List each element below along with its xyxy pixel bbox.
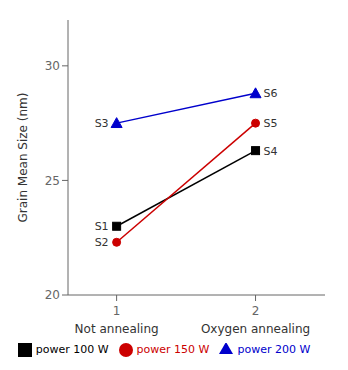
svg-text:S3: S3	[95, 117, 109, 130]
svg-text:25: 25	[45, 174, 60, 188]
svg-text:Grain Mean Size (nm): Grain Mean Size (nm)	[16, 93, 30, 223]
svg-text:2: 2	[252, 304, 260, 318]
svg-text:S2: S2	[95, 236, 109, 249]
html-text:power 100 W: power 100 W	[35, 343, 109, 356]
svg-text:S6: S6	[264, 87, 278, 100]
svg-text:Oxygen annealing: Oxygen annealing	[201, 322, 310, 336]
svg-text:S4: S4	[264, 145, 278, 158]
svg-text:20: 20	[45, 288, 60, 302]
svg-text:1: 1	[113, 304, 121, 318]
svg-text:30: 30	[45, 59, 60, 73]
html-text:power 150 W: power 150 W	[136, 343, 210, 356]
svg-text:S1: S1	[95, 220, 109, 233]
svg-text:S5: S5	[264, 117, 278, 130]
html-text:power 200 W: power 200 W	[237, 343, 311, 356]
svg-text:Not annealing: Not annealing	[75, 322, 159, 336]
